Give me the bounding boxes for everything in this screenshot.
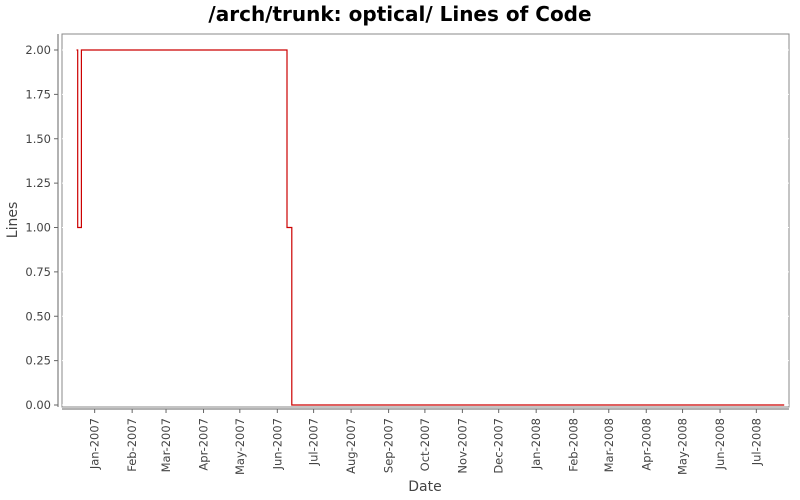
x-axis: Jan-2007 Feb-2007 Mar-2007 Apr-2007 May-2007… bbox=[62, 408, 789, 475]
x-tick-label: Mar-2008 bbox=[602, 418, 616, 472]
x-tick-label: Jun-2007 bbox=[270, 418, 284, 470]
series-group bbox=[76, 49, 785, 406]
y-axis: 0.00 0.25 0.50 0.75 1.00 1.25 1.50 1.75 2.00 bbox=[25, 34, 59, 412]
x-tick-label: May-2007 bbox=[233, 418, 247, 475]
y-tick-label: 2.00 bbox=[25, 43, 51, 57]
x-tick-label: Dec-2007 bbox=[492, 418, 506, 474]
x-tick-label: Apr-2008 bbox=[639, 418, 653, 471]
plot-area bbox=[61, 33, 790, 408]
x-tick-label: Feb-2008 bbox=[567, 418, 581, 472]
y-tick-label: 0.00 bbox=[25, 398, 51, 412]
x-tick-label: Jul-2007 bbox=[307, 418, 321, 466]
y-tick-label: 0.50 bbox=[25, 309, 51, 323]
chart-title: /arch/trunk: optical/ Lines of Code bbox=[208, 2, 592, 26]
y-tick-label: 0.25 bbox=[25, 354, 51, 368]
x-tick-label: Sep-2007 bbox=[382, 418, 396, 473]
x-tick-label: Feb-2007 bbox=[125, 418, 139, 472]
x-tick-label: Mar-2007 bbox=[159, 418, 173, 472]
x-tick-label: Apr-2007 bbox=[197, 418, 211, 471]
x-axis-label: Date bbox=[408, 479, 441, 495]
y-tick-label: 1.75 bbox=[25, 87, 51, 101]
x-tick-label: Aug-2007 bbox=[344, 418, 358, 474]
y-tick-label: 0.75 bbox=[25, 265, 51, 279]
x-tick-label: Jul-2008 bbox=[749, 418, 763, 466]
x-tick-label: May-2008 bbox=[676, 418, 690, 475]
x-tick-label: Jun-2008 bbox=[713, 418, 727, 470]
y-axis-label: Lines bbox=[5, 202, 21, 238]
x-tick-label: Nov-2007 bbox=[455, 418, 469, 474]
y-tick-label: 1.00 bbox=[25, 221, 51, 235]
x-tick-label: Oct-2007 bbox=[418, 418, 432, 471]
x-tick-label: Jan-2007 bbox=[88, 418, 102, 470]
x-tick-label: Jan-2008 bbox=[529, 418, 543, 470]
y-tick-label: 1.25 bbox=[25, 176, 51, 190]
y-tick-label: 1.50 bbox=[25, 132, 51, 146]
series-line bbox=[76, 49, 785, 406]
